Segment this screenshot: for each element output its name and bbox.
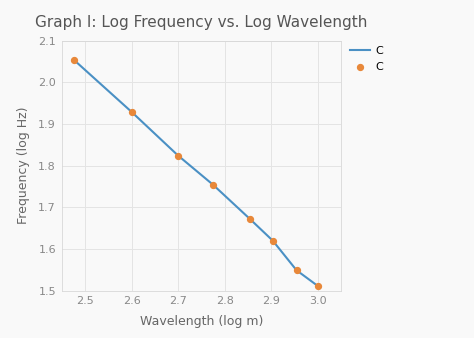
C — [128, 109, 135, 115]
C — [315, 284, 321, 288]
Title: Graph I: Log Frequency vs. Log Wavelength: Graph I: Log Frequency vs. Log Wavelengt… — [35, 15, 368, 30]
C — [269, 238, 276, 243]
C — [210, 183, 216, 187]
C — [128, 110, 134, 114]
C — [175, 153, 181, 158]
C — [174, 153, 182, 158]
C — [246, 216, 254, 222]
Line: C: C — [74, 60, 318, 286]
C — [71, 57, 78, 63]
C — [270, 239, 275, 243]
C — [247, 217, 253, 221]
C — [293, 268, 301, 273]
C — [72, 58, 77, 62]
C — [294, 268, 300, 272]
C — [210, 182, 217, 188]
Legend: C, C: C, C — [350, 46, 383, 72]
Y-axis label: Frequency (log Hz): Frequency (log Hz) — [17, 107, 30, 224]
X-axis label: Wavelength (log m): Wavelength (log m) — [140, 315, 263, 328]
C — [314, 283, 322, 289]
